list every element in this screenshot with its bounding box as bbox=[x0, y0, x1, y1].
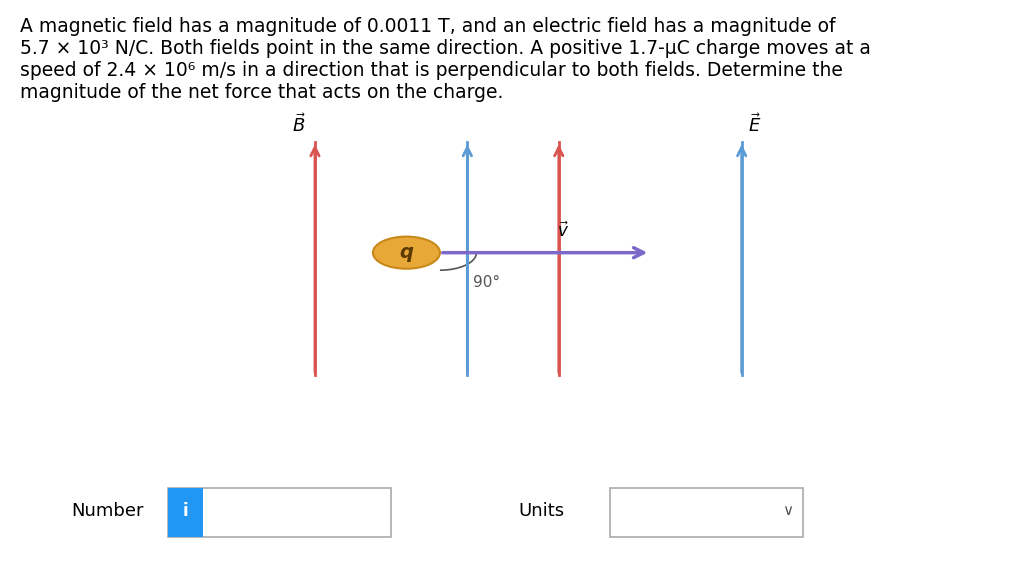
Text: Units: Units bbox=[518, 502, 564, 520]
Text: i: i bbox=[183, 502, 188, 520]
FancyBboxPatch shape bbox=[168, 488, 203, 537]
Text: $\vec{E}$: $\vec{E}$ bbox=[748, 113, 761, 136]
Text: A magnetic field has a magnitude of 0.0011 T, and an electric field has a magnit: A magnetic field has a magnitude of 0.00… bbox=[20, 17, 871, 102]
Text: ∨: ∨ bbox=[782, 504, 792, 518]
Circle shape bbox=[373, 237, 440, 269]
Text: $\vec{B}$: $\vec{B}$ bbox=[292, 113, 306, 136]
Text: $\vec{v}$: $\vec{v}$ bbox=[558, 221, 569, 241]
Text: 90°: 90° bbox=[473, 275, 501, 289]
Text: Number: Number bbox=[71, 502, 143, 520]
FancyBboxPatch shape bbox=[168, 488, 391, 537]
Text: q: q bbox=[399, 243, 414, 262]
FancyBboxPatch shape bbox=[610, 488, 803, 537]
